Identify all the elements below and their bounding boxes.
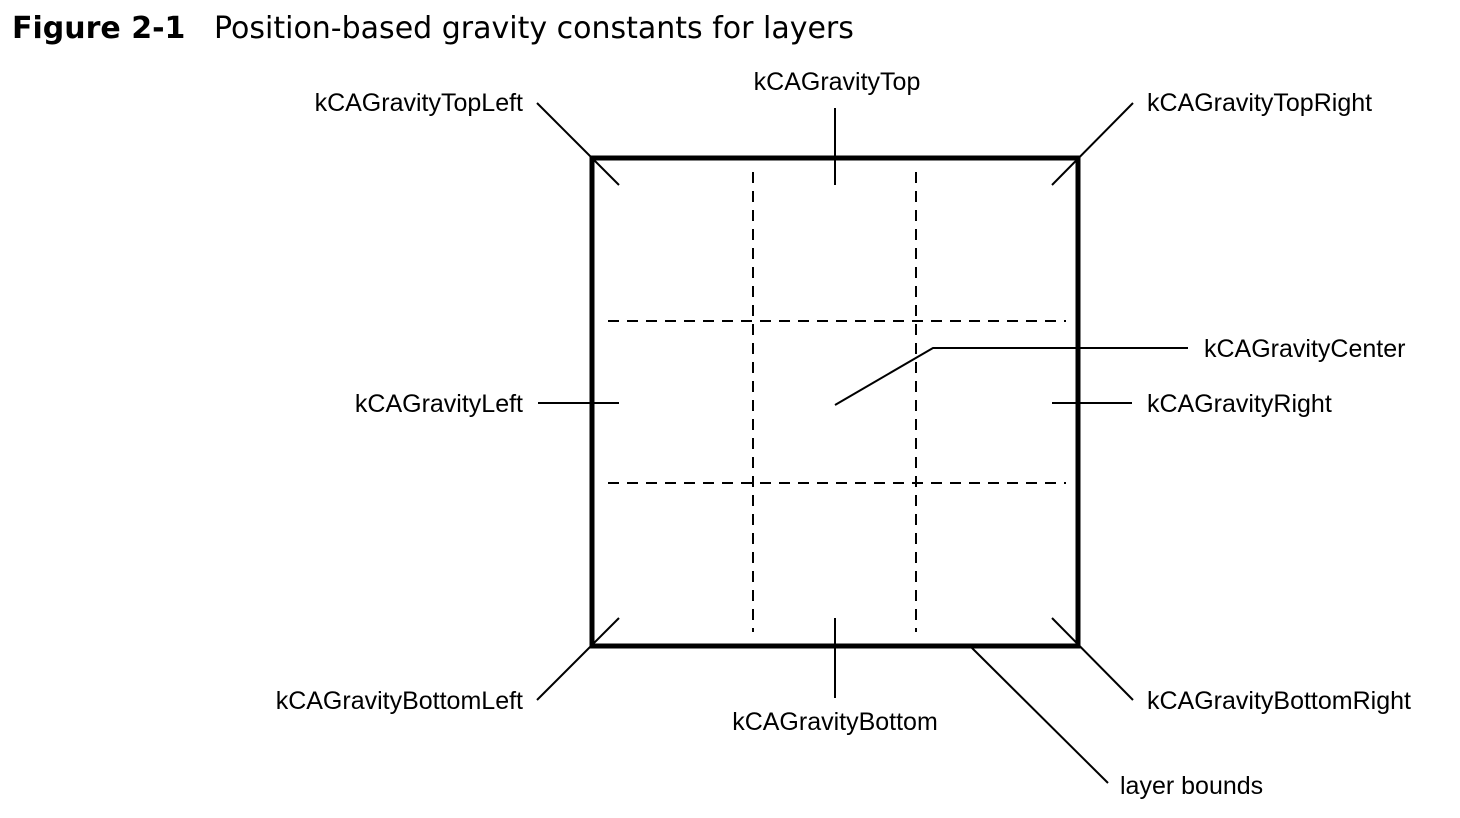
label-bottom-right: kCAGravityBottomRight xyxy=(1147,687,1411,715)
leader-top-right xyxy=(1051,102,1134,186)
leader-lines xyxy=(536,102,1188,784)
figure-title: Position-based gravity constants for lay… xyxy=(214,10,854,46)
figure-caption: Figure 2-1 Position-based gravity consta… xyxy=(12,6,854,50)
label-top-left: kCAGravityTopLeft xyxy=(315,89,523,117)
figure-number: Figure 2-1 xyxy=(12,10,186,46)
label-center: kCAGravityCenter xyxy=(1204,335,1405,363)
leader-center xyxy=(834,347,1188,406)
label-top-right: kCAGravityTopRight xyxy=(1147,89,1372,117)
label-top: kCAGravityTop xyxy=(754,68,921,96)
label-right: kCAGravityRight xyxy=(1147,390,1332,418)
layer-bounds-rect xyxy=(589,155,1081,649)
label-bottom-left: kCAGravityBottomLeft xyxy=(276,687,523,715)
label-bottom: kCAGravityBottom xyxy=(732,708,938,736)
label-layer-bounds: layer bounds xyxy=(1120,772,1263,800)
leader-layer-bounds xyxy=(969,645,1109,784)
label-left: kCAGravityLeft xyxy=(355,390,523,418)
dashed-grid xyxy=(608,172,1066,632)
leader-bottom-right xyxy=(1051,617,1134,701)
leader-top-left xyxy=(536,102,620,186)
leader-bottom-left xyxy=(536,617,620,701)
